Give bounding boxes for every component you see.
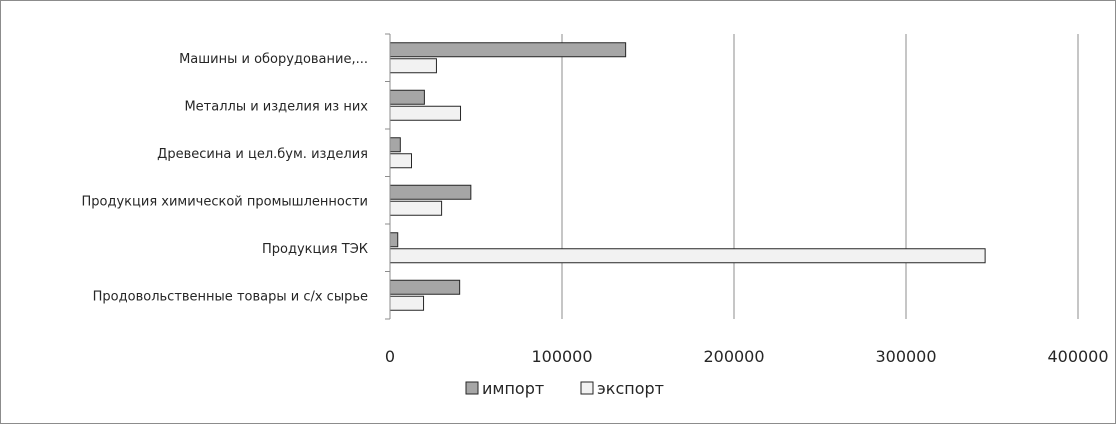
bar-import <box>389 184 472 200</box>
bar-import <box>389 279 461 295</box>
category-label: Металлы и изделия из них <box>184 99 368 114</box>
bar-import <box>389 42 627 58</box>
bar-export <box>389 248 986 264</box>
tick-label: 100000 <box>531 347 592 366</box>
gridlines <box>561 34 1079 319</box>
tick-label: 300000 <box>875 347 936 366</box>
tick-label: 400000 <box>1047 347 1108 366</box>
tick-label: 200000 <box>703 347 764 366</box>
legend-label: экспорт <box>597 379 664 398</box>
tick-label: 0 <box>385 347 395 366</box>
category-label: Продукция химической промышленности <box>82 194 368 209</box>
bar-import <box>389 89 425 105</box>
bar-import <box>389 232 399 248</box>
category-label: Продовольственные товары и с/х сырье <box>93 289 368 304</box>
category-labels: Машины и оборудование,... Металлы и издел… <box>82 52 369 305</box>
legend-swatch <box>465 381 479 395</box>
legend-label: импорт <box>482 379 544 398</box>
category-label: Машины и оборудование,... <box>179 52 368 67</box>
legend: импорт экспорт <box>465 379 664 398</box>
category-label: Древесина и цел.бум. изделия <box>157 147 368 162</box>
bar-export <box>389 105 462 121</box>
bar-import <box>389 137 401 153</box>
bar-export <box>389 295 425 311</box>
legend-swatch <box>580 381 594 395</box>
category-label: Продукция ТЭК <box>262 242 368 257</box>
bar-export <box>389 200 443 216</box>
bar-export <box>389 153 412 169</box>
value-tick-labels: 0 100000 200000 300000 400000 <box>385 347 1109 366</box>
bar-export <box>389 58 437 74</box>
bars <box>389 42 986 311</box>
category-axis <box>385 33 391 320</box>
